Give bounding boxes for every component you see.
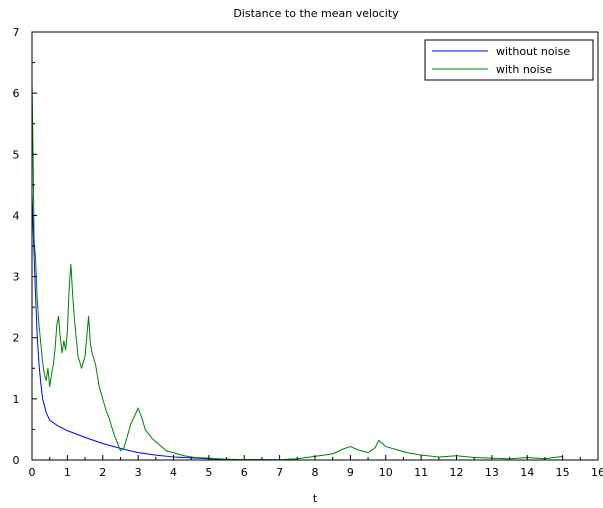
y-tick-label: 5 [13,148,20,161]
x-tick-label: 8 [312,466,319,479]
x-axis-label: t [313,492,318,505]
y-tick-label: 2 [13,332,20,345]
legend-label-with-noise: with noise [496,63,552,76]
x-tick-label: 12 [450,466,464,479]
x-tick-label: 14 [520,466,534,479]
chart-title: Distance to the mean velocity [233,7,399,20]
legend-label-without-noise: without noise [496,45,570,58]
x-tick-label: 6 [241,466,248,479]
y-tick-label: 4 [13,209,20,222]
y-tick-label: 7 [13,26,20,39]
x-tick-label: 13 [485,466,499,479]
x-tick-label: 5 [205,466,212,479]
y-tick-label: 0 [13,454,20,467]
y-tick-label: 1 [13,393,20,406]
series-line-without-noise [31,194,280,461]
x-tick-label: 7 [276,466,283,479]
series-layer [31,80,563,461]
x-tick-label: 9 [347,466,354,479]
plot-frame [31,31,599,461]
x-axis: 0 1 2 3 4 5 6 7 8 9 10 11 12 13 14 15 16 [29,455,603,479]
y-tick-label: 3 [13,271,20,284]
x-tick-label: 16 [591,466,603,479]
x-tick-label: 2 [99,466,106,479]
x-tick-label: 4 [170,466,177,479]
legend: without noise with noise [424,39,594,81]
legend-box [424,39,594,81]
x-tick-label: 11 [414,466,428,479]
x-tick-label: 1 [64,466,71,479]
series-line-with-noise [31,80,563,461]
x-tick-label: 3 [135,466,142,479]
y-axis: 0 1 2 3 4 5 6 7 [13,26,37,467]
y-tick-label: 6 [13,87,20,100]
x-tick-label: 15 [556,466,570,479]
x-tick-label: 10 [379,466,393,479]
x-tick-label: 0 [29,466,36,479]
